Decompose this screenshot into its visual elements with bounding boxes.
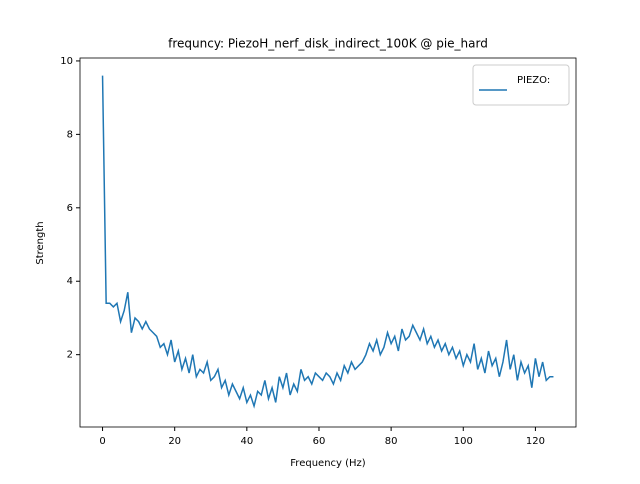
x-tick-label: 40	[240, 436, 253, 447]
x-tick-label: 100	[454, 436, 473, 447]
x-tick-label: 60	[313, 436, 326, 447]
legend-label: PIEZO:	[517, 75, 550, 86]
plot-frame	[79, 57, 577, 428]
y-tick-label: 6	[67, 203, 73, 214]
x-tick-label: 20	[168, 436, 181, 447]
y-tick-label: 8	[67, 129, 73, 140]
chart-title: frequncy: PiezoH_nerf_disk_indirect_100K…	[168, 37, 488, 51]
y-tick-label: 2	[67, 350, 73, 361]
x-tick-label: 80	[385, 436, 398, 447]
legend-box	[472, 64, 570, 106]
y-tick-label: 4	[67, 276, 73, 287]
x-tick-label: 120	[526, 436, 545, 447]
y-tick-label: 10	[60, 56, 73, 67]
y-axis-label: Strength	[35, 221, 46, 264]
x-tick-label: 0	[99, 436, 105, 447]
data-line	[101, 75, 554, 409]
x-axis-label: Frequency (Hz)	[290, 458, 366, 469]
